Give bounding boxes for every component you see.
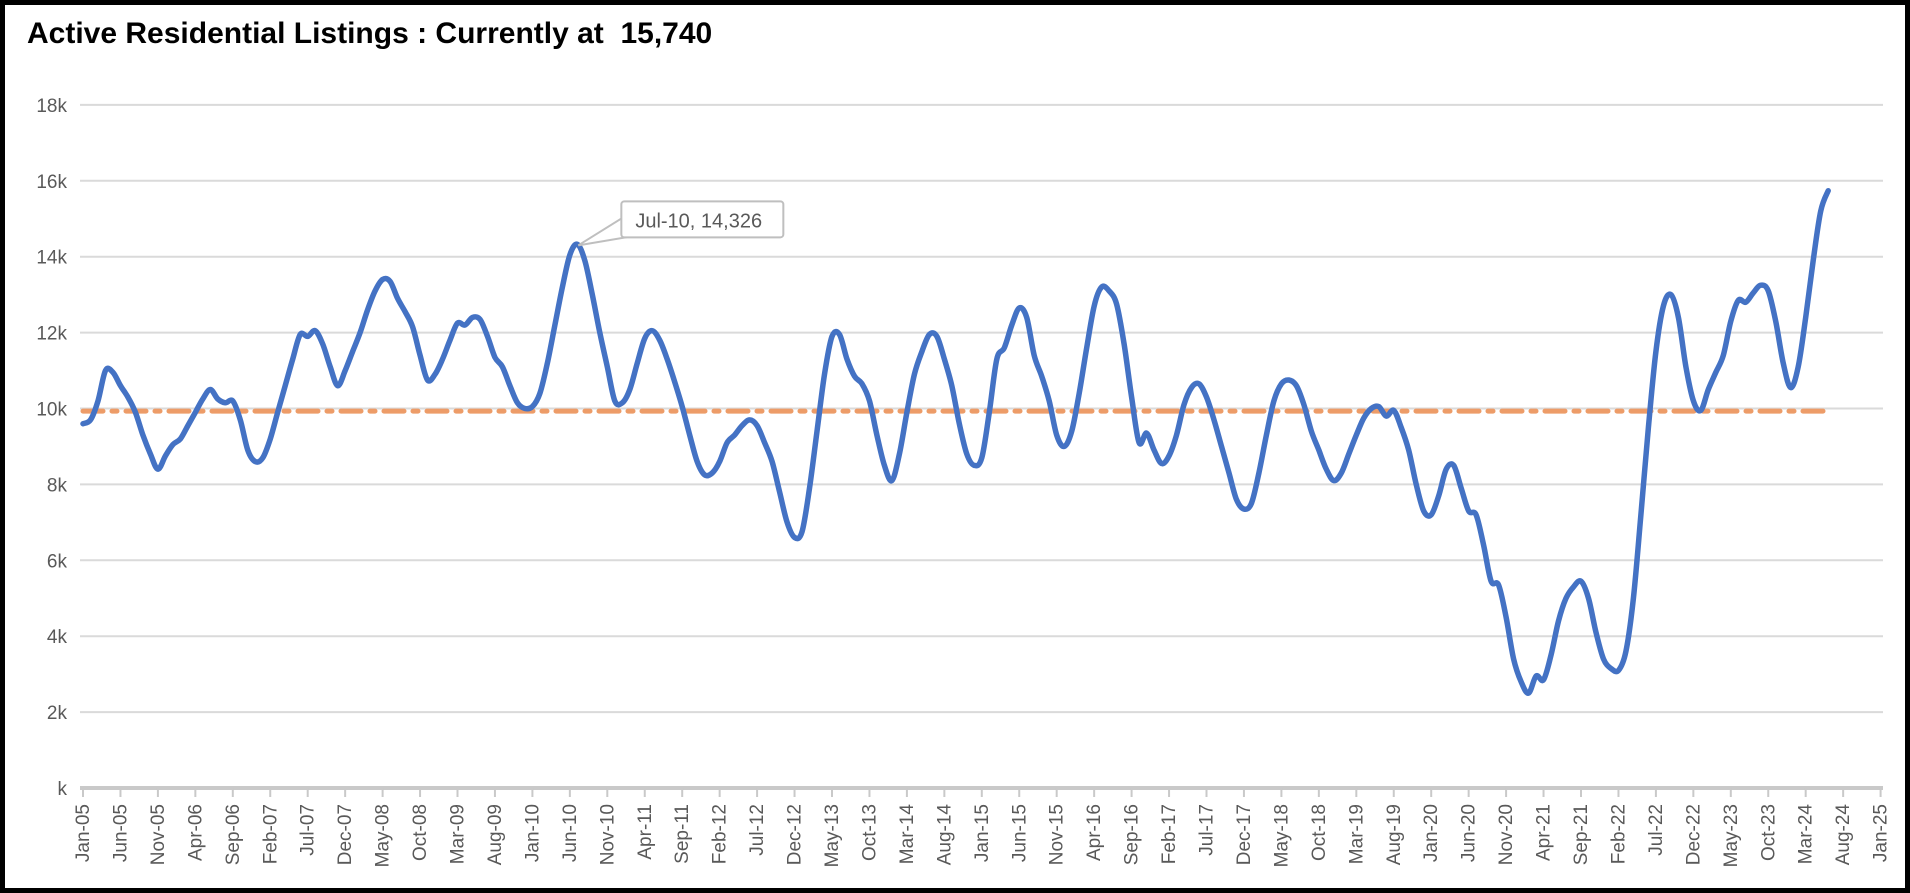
x-axis-label: Jan-25 (1871, 804, 1892, 862)
y-axis-label: 16k (36, 172, 67, 193)
x-axis-label: Sep-11 (672, 804, 693, 864)
y-axis-label: 14k (36, 248, 67, 269)
x-axis-label: Dec-22 (1683, 804, 1704, 865)
y-axis-label: 4k (47, 627, 68, 648)
x-axis-label: Jul-07 (298, 804, 319, 856)
x-axis-label: Feb-22 (1608, 804, 1629, 864)
x-axis-label: Jan-10 (522, 804, 543, 862)
x-axis-label: Sep-06 (223, 804, 244, 865)
x-axis-label: Nov-05 (148, 804, 169, 865)
x-axis-label: Oct-13 (859, 804, 880, 861)
x-axis-label: Sep-16 (1122, 804, 1143, 865)
y-axis-label: 18k (36, 96, 67, 117)
series-line (80, 187, 1831, 696)
x-axis-label: Apr-21 (1534, 804, 1555, 861)
x-axis-label: Nov-10 (597, 804, 618, 865)
x-axis-label: Mar-09 (448, 804, 469, 864)
x-axis-label: Jan-15 (972, 804, 993, 862)
y-axis-label: 12k (36, 324, 67, 345)
x-axis-label: Jun-20 (1459, 804, 1480, 862)
x-axis-label: Jul-12 (747, 804, 768, 856)
x-axis-label: Dec-07 (335, 804, 356, 865)
x-axis-label: Oct-08 (410, 804, 431, 861)
x-axis-label: Mar-24 (1796, 804, 1817, 865)
x-axis-label: Jun-10 (560, 804, 581, 862)
y-axis-label: k (58, 779, 68, 800)
x-axis-label: Jan-05 (73, 804, 94, 862)
x-axis-label: Aug-19 (1384, 804, 1405, 865)
x-axis-label: Oct-18 (1309, 804, 1330, 861)
x-axis-label: May-18 (1271, 804, 1292, 867)
x-axis-label: Dec-12 (785, 804, 806, 865)
x-axis-label: Nov-20 (1496, 804, 1517, 865)
x-axis-label: Feb-17 (1159, 804, 1180, 864)
y-axis-label: 2k (47, 703, 68, 724)
x-axis-label: Feb-07 (260, 804, 281, 864)
x-axis-label: Mar-19 (1346, 804, 1367, 864)
x-axis-label: Jun-05 (110, 804, 131, 862)
y-axis-label: 10k (36, 400, 67, 421)
x-axis-label: Apr-16 (1084, 804, 1105, 861)
x-axis-label: Sep-21 (1571, 804, 1592, 865)
x-axis-label: Nov-15 (1047, 804, 1068, 865)
x-axis-label: Apr-11 (635, 804, 656, 860)
x-axis-label: May-08 (373, 804, 394, 867)
chart-canvas: k 2k 4k 6k 8k 10k 12k 14k 16k 18k Jan-05 Jun-05 Nov-… (36, 96, 1892, 867)
x-axis-label: May-13 (822, 804, 843, 867)
y-axis-label: 8k (47, 475, 68, 496)
x-axis-label: Mar-14 (897, 804, 918, 865)
x-axis-label: Feb-12 (710, 804, 731, 864)
x-axis-label: May-23 (1721, 804, 1742, 867)
x-axis-label: Jan-20 (1421, 804, 1442, 862)
annotation-callout (620, 200, 785, 239)
x-axis-label: Apr-06 (185, 804, 206, 861)
annotation-text: Jul-10, 14,326 (635, 210, 762, 232)
x-axis-label: Dec-17 (1234, 804, 1255, 865)
x-axis-label: Jul-22 (1646, 804, 1667, 856)
x-axis-label: Jul-17 (1197, 804, 1218, 856)
x-axis-label: Aug-09 (485, 804, 506, 865)
chart-title: Active Residential Listings : Currently … (27, 17, 713, 50)
x-axis-label: Jun-15 (1009, 804, 1030, 862)
x-axis-label: Aug-14 (934, 804, 955, 866)
x-axis-label: Oct-23 (1758, 804, 1779, 861)
y-axis-label: 6k (47, 551, 68, 572)
x-axis-label: Aug-24 (1833, 804, 1854, 866)
